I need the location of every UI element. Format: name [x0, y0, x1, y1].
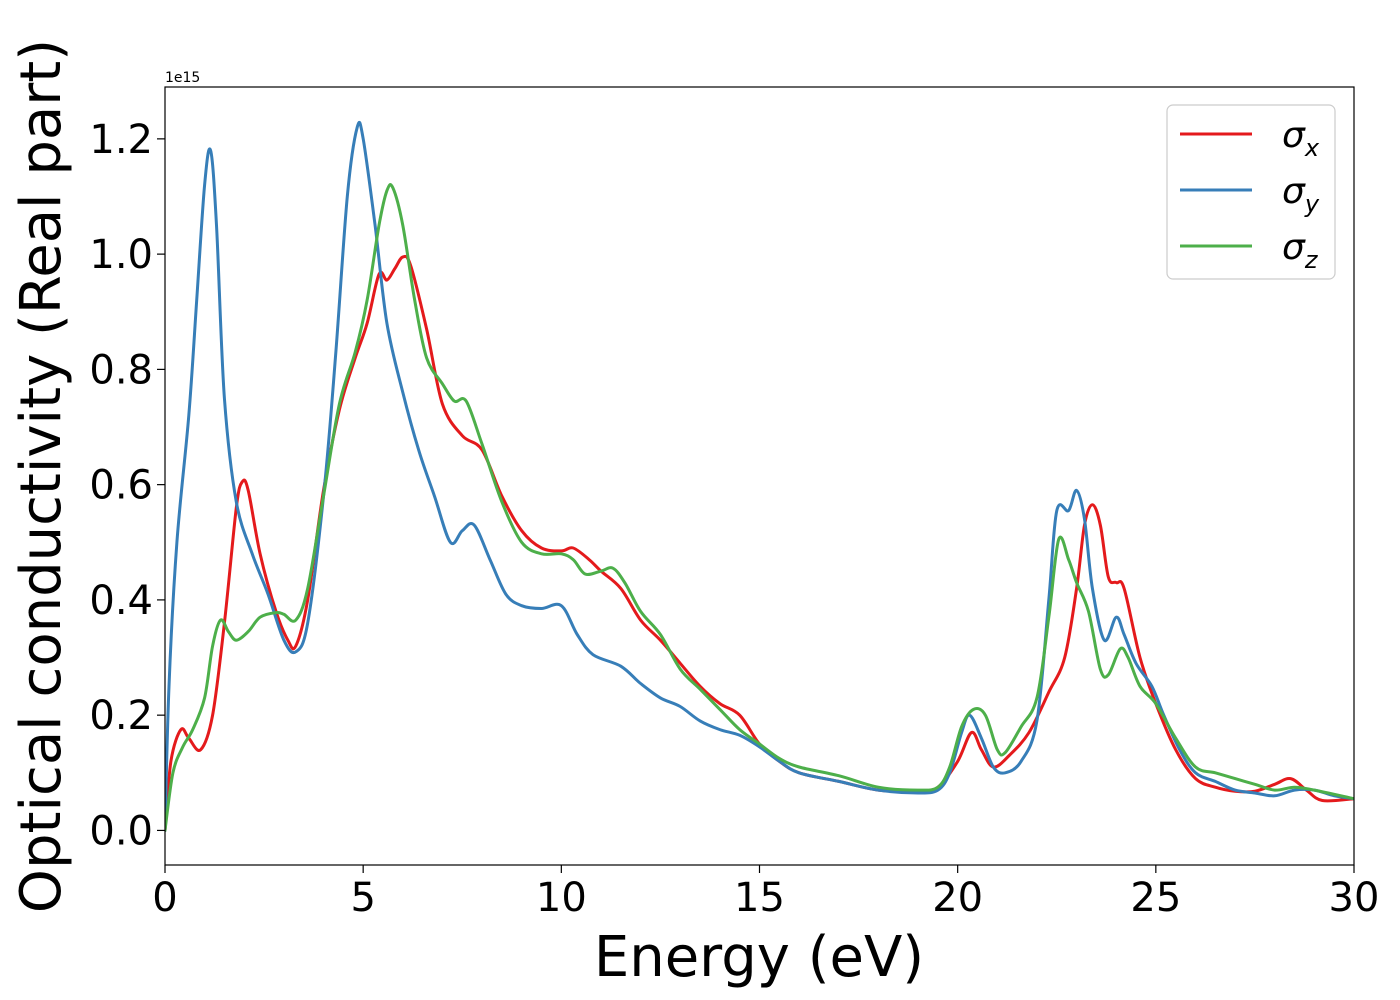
- x-tick-label: 10: [536, 875, 587, 921]
- x-tick-label: 5: [350, 875, 375, 921]
- y-axis: 0.0 0.2 0.4 0.6 0.8 1.0 1.2: [89, 117, 165, 854]
- series-line-x: [165, 254, 1354, 832]
- y-tick-label: 0.0: [89, 808, 153, 854]
- x-axis: 0 5 10 15 20 25 30: [152, 865, 1379, 921]
- x-tick-label: 25: [1130, 875, 1181, 921]
- legend-subscript: y: [1304, 190, 1320, 218]
- x-tick-label: 0: [152, 875, 177, 921]
- series-group: [165, 120, 1354, 832]
- legend-subscript: x: [1304, 134, 1320, 162]
- y-tick-label: 0.2: [89, 693, 153, 739]
- y-axis-label: Optical conductivity (Real part): [9, 39, 74, 913]
- legend-symbol: σ: [1282, 227, 1306, 268]
- y-tick-label: 0.8: [89, 347, 153, 393]
- x-tick-label: 30: [1329, 875, 1380, 921]
- legend-symbol: σ: [1282, 171, 1306, 212]
- y-tick-label: 0.6: [89, 463, 153, 509]
- legend-symbol: σ: [1282, 115, 1306, 156]
- y-tick-label: 0.4: [89, 578, 153, 624]
- plot-area: [165, 87, 1354, 865]
- legend-label-y: σy: [1282, 171, 1320, 218]
- legend-label-z: σz: [1282, 227, 1319, 274]
- x-tick-label: 15: [734, 875, 785, 921]
- x-axis-label: Energy (eV): [594, 925, 924, 990]
- x-tick-label: 20: [932, 875, 983, 921]
- series-line-z: [165, 183, 1354, 832]
- legend-box: [1166, 104, 1336, 280]
- legend-label-x: σx: [1282, 115, 1320, 162]
- y-tick-label: 1.2: [89, 117, 153, 163]
- y-tick-label: 1.0: [89, 232, 153, 278]
- y-offset-label: 1e15: [165, 70, 200, 86]
- legend-subscript: z: [1304, 246, 1319, 274]
- series-line-y: [165, 120, 1354, 832]
